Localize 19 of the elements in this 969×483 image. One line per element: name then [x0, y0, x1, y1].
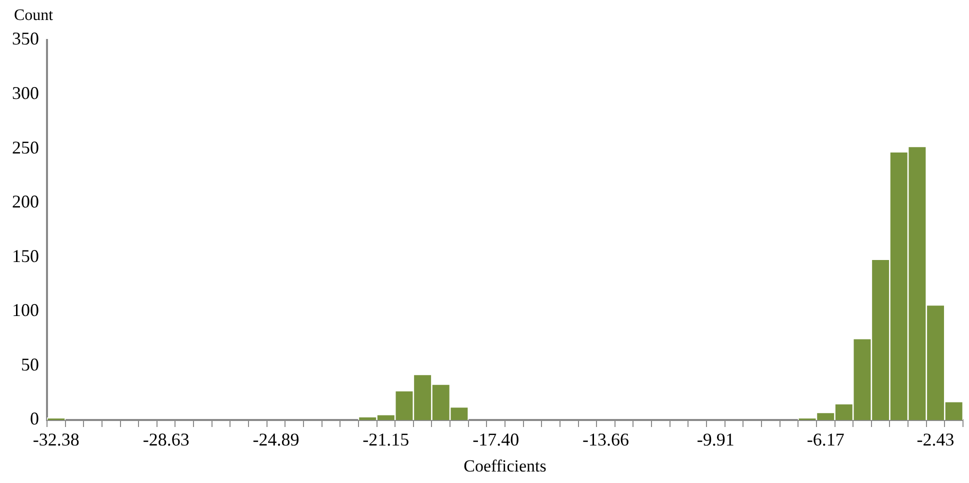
x-tick-label: -24.89: [252, 430, 300, 450]
x-tick-label: -28.63: [142, 430, 190, 450]
x-tick-label: -13.66: [582, 430, 630, 450]
y-tick-label: 200: [12, 192, 39, 212]
x-tick-label: -6.17: [806, 430, 844, 450]
y-tick-label: 100: [12, 300, 39, 320]
x-tick-label: -32.38: [32, 430, 80, 450]
x-axis-title: Coefficients: [464, 456, 546, 476]
y-tick-label: 350: [12, 28, 39, 49]
y-tick-label: 250: [12, 137, 39, 158]
y-tick-label: 0: [30, 408, 39, 429]
y-tick-label: 50: [21, 354, 39, 374]
x-tick-label: -21.15: [362, 430, 410, 450]
y-tick-label: 150: [12, 246, 39, 266]
y-axis-title: Count: [14, 7, 54, 24]
y-tick-label: 300: [12, 83, 39, 104]
x-tick-label: -17.40: [472, 430, 520, 450]
x-tick-label: -9.91: [696, 430, 734, 450]
x-tick-label: -2.43: [916, 430, 954, 450]
